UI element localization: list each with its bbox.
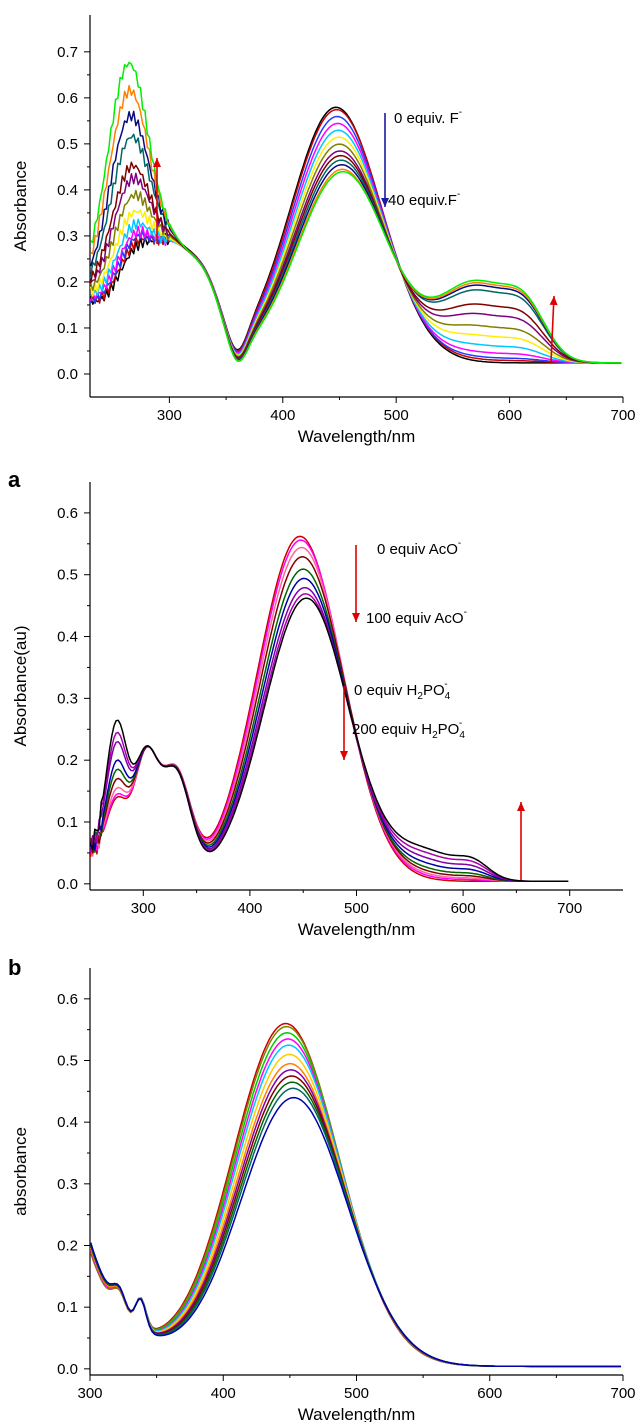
trend-arrow-2-head xyxy=(549,296,558,306)
series-line-3 xyxy=(90,546,569,883)
series-line-7 xyxy=(90,586,569,883)
x-tick-label: 600 xyxy=(451,900,476,917)
panel-letter: a xyxy=(8,467,21,492)
series-line-10 xyxy=(90,133,622,364)
series-line-9 xyxy=(90,154,622,364)
trend-arrow-1-head xyxy=(517,802,525,811)
series-line-1 xyxy=(90,535,569,883)
trend-arrow-main-head xyxy=(381,198,389,207)
annotation-text: 0 equiv H xyxy=(354,682,417,699)
x-tick-label: 700 xyxy=(610,407,635,424)
y-axis-title: Absorbance(au) xyxy=(11,626,30,747)
annotation-sup: - xyxy=(458,538,461,549)
chart-panel-b: b 0.0 0.1 0.2 0.3 0.4 0.5 0.6 300 400 500 600 700 Wav… xyxy=(8,679,636,1424)
chart-panel-a: a 0.0 0.1 0.2 0.3 0.4 0.5 0.6 300 400 500 600 700 Wav… xyxy=(8,467,623,939)
y-tick-label: 0.1 xyxy=(57,814,78,831)
series-line-5 xyxy=(90,129,622,364)
x-tick-label: 300 xyxy=(131,900,156,917)
annotation-sup: - xyxy=(459,718,462,729)
annotation-sub2: 4 xyxy=(445,691,451,702)
annotation-sub: 2 xyxy=(432,730,438,741)
y-tick-label: 0.1 xyxy=(57,1299,78,1316)
y-tick-label: 0.5 xyxy=(57,136,78,153)
x-axis-title: Wavelength/nm xyxy=(298,427,415,446)
y-tick-label: 0.6 xyxy=(57,505,78,522)
x-tick-label: 500 xyxy=(344,900,369,917)
x-axis-title: Wavelength/nm xyxy=(298,1405,415,1422)
annotation-label-2: 200 equiv H2PO4- xyxy=(352,718,465,741)
x-tick-label: 500 xyxy=(384,407,409,424)
y-tick-label: 0.4 xyxy=(57,629,78,646)
x-tick-label: 400 xyxy=(211,1385,236,1402)
y-tick-label: 0.4 xyxy=(57,182,78,199)
trend-arrow-1-head xyxy=(153,158,161,167)
y-tick-label: 0.7 xyxy=(57,44,78,61)
x-tick-label: 500 xyxy=(344,1385,369,1402)
y-tick-label: 0.3 xyxy=(57,228,78,245)
series-line-13 xyxy=(90,61,622,364)
y-tick-label: 0.2 xyxy=(57,1238,78,1255)
annotation-text: 200 equiv H xyxy=(352,721,432,738)
trend-arrow-main-head xyxy=(352,613,360,622)
y-axis-title: Absorbance xyxy=(11,161,30,252)
x-tick-label: 400 xyxy=(270,407,295,424)
y-tick-label: 0.6 xyxy=(57,90,78,107)
y-tick-label: 0.3 xyxy=(57,1176,78,1193)
series-line-1 xyxy=(90,1022,621,1368)
annotation-label-1: 0 equiv H2PO4- xyxy=(354,679,451,702)
annotation-text2: PO xyxy=(423,682,445,699)
series-line-4 xyxy=(90,1038,621,1368)
series-line-9 xyxy=(90,597,569,883)
annotation-text: 100 equiv AcO xyxy=(366,610,464,627)
y-tick-label: 0.0 xyxy=(57,366,78,383)
y-tick-label: 0.4 xyxy=(57,1114,78,1131)
annotation-sup: - xyxy=(457,189,460,200)
series-line-2 xyxy=(90,1025,621,1368)
series-line-12 xyxy=(90,1096,621,1368)
y-axis-title: absorbance xyxy=(11,1127,30,1216)
annotation-sub: 2 xyxy=(417,691,423,702)
chart-panel-top: 0.0 0.1 0.2 0.3 0.4 0.5 0.6 0.7 300 400 500 600 700 W… xyxy=(11,15,636,446)
annotation-sup: - xyxy=(464,607,467,618)
annotation-sup: - xyxy=(444,679,447,690)
x-tick-label: 300 xyxy=(157,407,182,424)
y-tick-label: 0.5 xyxy=(57,567,78,584)
x-tick-label: 600 xyxy=(497,407,522,424)
y-tick-label: 0.5 xyxy=(57,1053,78,1070)
annotation-label-1: 0 equiv. F- xyxy=(394,107,462,127)
x-tick-label: 600 xyxy=(477,1385,502,1402)
x-axis-title: Wavelength/nm xyxy=(298,920,415,939)
x-tick-label: 700 xyxy=(610,1385,635,1402)
annotation-label-1: 0 equiv AcO- xyxy=(377,538,461,558)
series-group xyxy=(90,535,569,883)
annotation-text2: PO xyxy=(438,721,460,738)
series-group xyxy=(90,1022,621,1368)
x-tick-label: 700 xyxy=(557,900,582,917)
annotation-sub2: 4 xyxy=(459,730,465,741)
series-group xyxy=(90,61,622,364)
annotation-sup: - xyxy=(459,107,462,118)
series-line-5 xyxy=(90,1044,621,1368)
x-tick-label: 400 xyxy=(237,900,262,917)
y-tick-label: 0.0 xyxy=(57,1361,78,1378)
series-line-3 xyxy=(90,1032,621,1368)
annotation-text: 40 equiv.F xyxy=(388,192,457,209)
y-tick-label: 0.1 xyxy=(57,320,78,337)
annotation-label-2: 100 equiv AcO- xyxy=(366,607,467,627)
annotation-text: 0 equiv. F xyxy=(394,110,459,127)
trend-arrow-2-shaft xyxy=(550,295,555,363)
y-tick-label: 0.2 xyxy=(57,274,78,291)
series-line-2 xyxy=(90,539,569,883)
panel-letter: b xyxy=(8,955,21,980)
annotation-label-2: 40 equiv.F- xyxy=(388,189,460,209)
y-tick-label: 0.2 xyxy=(57,752,78,769)
y-tick-label: 0.3 xyxy=(57,690,78,707)
trend-arrow-main-head xyxy=(340,751,348,760)
annotation-text: 0 equiv AcO xyxy=(377,541,458,558)
y-tick-label: 0.0 xyxy=(57,876,78,893)
y-tick-label: 0.6 xyxy=(57,991,78,1008)
x-tick-label: 300 xyxy=(77,1385,102,1402)
